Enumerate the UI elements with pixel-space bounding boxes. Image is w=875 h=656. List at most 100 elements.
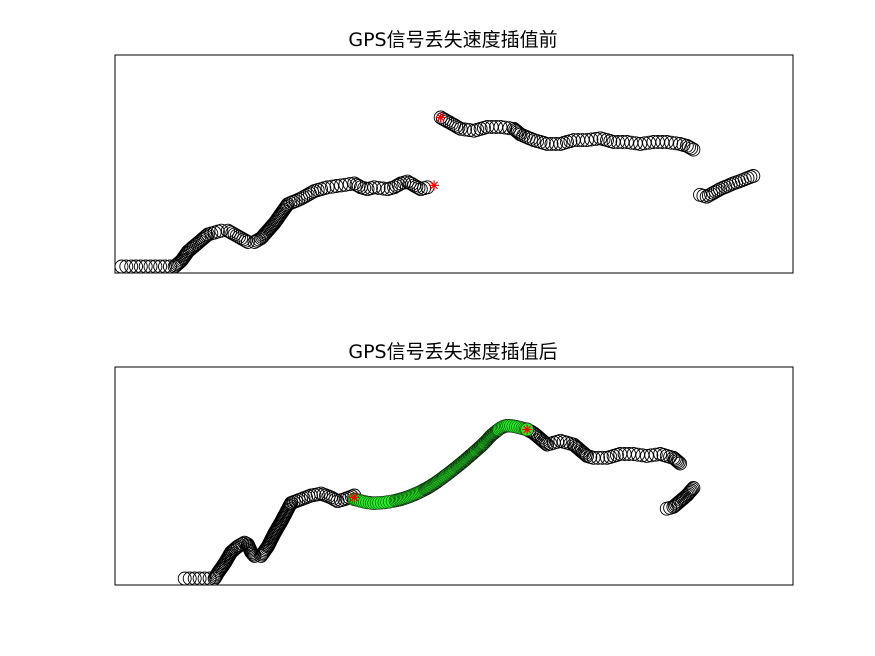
data-point xyxy=(512,126,527,141)
data-point xyxy=(493,119,508,134)
data-point xyxy=(342,177,357,192)
data-point xyxy=(659,135,674,149)
endpoint-star-marker xyxy=(429,180,440,191)
data-point xyxy=(686,142,701,157)
series-0 xyxy=(114,174,435,274)
data-point xyxy=(329,179,344,193)
data-point xyxy=(668,136,683,151)
data-point xyxy=(536,434,551,449)
data-point xyxy=(376,181,391,196)
data-point xyxy=(232,230,246,244)
data-point xyxy=(686,481,701,495)
data-point xyxy=(407,178,422,193)
data-point xyxy=(234,231,249,246)
data-point xyxy=(197,571,212,586)
data-point xyxy=(229,228,244,243)
data-point xyxy=(227,227,242,242)
data-point xyxy=(619,135,634,149)
data-point xyxy=(639,448,654,463)
data-point xyxy=(195,232,210,246)
endpoint-star-marker xyxy=(435,112,446,123)
series-1 xyxy=(433,110,701,157)
data-point xyxy=(402,175,417,190)
data-point xyxy=(182,571,197,586)
data-point xyxy=(458,122,473,137)
data-point xyxy=(367,180,382,195)
data-point xyxy=(400,174,415,189)
data-point xyxy=(300,187,315,202)
data-point xyxy=(549,136,563,151)
data-point xyxy=(191,235,206,250)
data-point xyxy=(708,184,723,199)
data-point xyxy=(508,123,523,137)
series-1 xyxy=(520,422,688,471)
data-point xyxy=(682,486,696,500)
data-point xyxy=(442,115,457,130)
endpoint-star-marker xyxy=(349,492,360,503)
data-point xyxy=(148,259,163,274)
data-point xyxy=(162,259,177,274)
data-point xyxy=(225,544,240,558)
data-point xyxy=(595,450,610,465)
series-2 xyxy=(659,481,701,516)
data-point xyxy=(648,447,663,462)
data-point xyxy=(129,259,143,274)
data-point xyxy=(574,444,589,459)
data-point xyxy=(138,259,153,274)
data-point xyxy=(235,536,250,551)
data-point xyxy=(143,259,158,274)
data-point xyxy=(451,120,466,135)
chart-title-before: GPS信号丢失速度插值前 xyxy=(348,29,557,51)
data-point xyxy=(524,132,539,146)
data-point xyxy=(404,177,419,192)
plot-area-after xyxy=(177,418,701,586)
data-point xyxy=(444,116,459,131)
data-point xyxy=(588,131,603,146)
data-point xyxy=(462,123,477,138)
data-point xyxy=(223,546,238,561)
series-2 xyxy=(693,169,761,204)
data-point xyxy=(114,259,129,274)
data-point xyxy=(281,500,296,515)
data-point xyxy=(433,110,448,125)
data-point xyxy=(644,448,659,463)
data-point xyxy=(298,189,313,204)
data-point xyxy=(679,138,694,153)
subplot-before: GPS信号丢失速度插值前 xyxy=(114,29,794,274)
data-point xyxy=(254,548,269,563)
data-point xyxy=(435,111,450,126)
data-point xyxy=(325,179,340,194)
data-point xyxy=(682,140,696,155)
data-point xyxy=(294,191,309,206)
subplot-after: GPS信号丢失速度插值后 xyxy=(114,341,794,586)
series-3 xyxy=(347,418,534,510)
data-point xyxy=(320,180,335,195)
data-point xyxy=(177,571,192,586)
data-point xyxy=(667,451,682,466)
data-point xyxy=(324,490,338,505)
plot-area-before xyxy=(114,110,761,274)
data-point xyxy=(685,482,700,497)
axes-frame-after xyxy=(114,366,794,586)
data-point xyxy=(453,121,468,136)
data-point xyxy=(334,178,348,193)
data-point xyxy=(220,223,235,238)
data-point xyxy=(409,179,424,194)
data-point xyxy=(706,185,721,200)
data-point xyxy=(268,214,283,229)
data-point xyxy=(328,492,343,507)
data-point xyxy=(296,190,311,205)
data-point xyxy=(538,436,553,451)
data-point xyxy=(202,571,217,586)
data-point xyxy=(701,188,716,203)
data-point xyxy=(633,136,648,151)
data-point xyxy=(270,212,285,227)
series-0 xyxy=(177,486,362,586)
data-point xyxy=(699,189,714,204)
data-point xyxy=(387,180,402,195)
data-point xyxy=(684,483,699,498)
data-point xyxy=(133,259,148,274)
axes-frame-before xyxy=(114,54,794,274)
data-point xyxy=(119,259,134,274)
